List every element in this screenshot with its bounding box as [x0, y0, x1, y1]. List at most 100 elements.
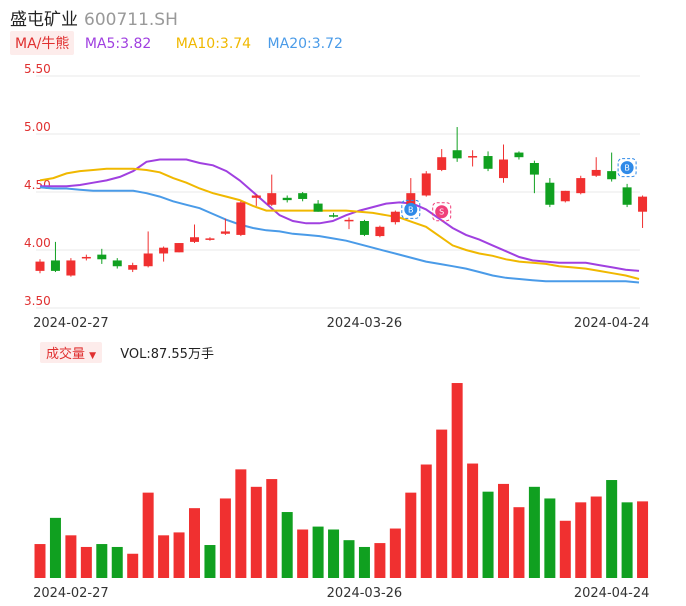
date-tick-label: 2024-03-26 — [327, 586, 403, 601]
volume-bar — [436, 429, 448, 578]
candle — [97, 248, 107, 264]
candle-body — [267, 193, 277, 205]
volume-bar — [49, 517, 61, 578]
ma-selector-tag[interactable]: MA/牛熊 — [10, 31, 75, 55]
candle-body — [97, 254, 107, 260]
volume-tag-label: 成交量 — [46, 347, 86, 362]
marker-frame — [401, 199, 421, 219]
candle-body — [50, 260, 60, 271]
volume-bar — [142, 492, 154, 578]
candle-body — [576, 178, 586, 194]
volume-bar — [544, 498, 556, 578]
candle — [112, 258, 122, 269]
volume-bar — [498, 483, 509, 578]
candle-body — [483, 156, 493, 169]
date-tick-label: 2024-04-24 — [574, 316, 650, 331]
candle-body — [344, 219, 354, 222]
candle-body — [406, 193, 416, 205]
candle — [329, 212, 339, 218]
price-tick-label: 5.50 — [24, 62, 51, 76]
price-axis: 3.504.004.505.005.50 — [24, 62, 51, 308]
volume-bar — [528, 486, 540, 578]
date-tick-label: 2024-03-26 — [327, 316, 403, 331]
marker-dot — [404, 202, 418, 216]
volume-bar — [312, 526, 324, 578]
price-tick-label: 5.00 — [24, 120, 51, 134]
candle — [267, 174, 277, 206]
volume-bar — [621, 502, 633, 578]
volume-bar — [266, 479, 278, 578]
volume-bar — [389, 528, 401, 578]
marker-label: S — [439, 208, 444, 217]
candle — [560, 190, 570, 203]
candle-body — [282, 197, 292, 201]
candle — [622, 183, 632, 208]
candle — [452, 127, 462, 162]
volume-bar — [451, 383, 463, 578]
volume-bar — [297, 529, 309, 578]
candle-body — [437, 157, 447, 170]
candle-body — [205, 238, 215, 240]
volume-date-axis: 2024-02-27 2024-03-26 2024-04-24 — [33, 586, 649, 601]
marker-frame — [617, 158, 637, 178]
candle-body — [236, 202, 246, 235]
candle — [251, 194, 261, 206]
volume-bar — [513, 507, 525, 578]
volume-bar — [204, 545, 216, 578]
ma-legend: MA/牛熊 MA5:3.82 MA10:3.74 MA20:3.72 — [10, 31, 343, 55]
volume-selector-tag[interactable]: 成交量 ▼ — [40, 342, 103, 363]
volume-bar — [96, 544, 108, 578]
price-tick-label: 3.50 — [24, 294, 51, 308]
candle-body — [468, 156, 478, 158]
volume-bar — [111, 546, 123, 578]
candle-body — [159, 247, 169, 254]
candle — [437, 149, 447, 172]
volume-bar — [173, 532, 185, 578]
candle-body — [499, 159, 508, 179]
candle-body — [220, 231, 230, 234]
volume-bar — [420, 464, 432, 578]
candle — [607, 152, 617, 182]
candle-body — [190, 237, 199, 242]
volume-bar — [80, 546, 92, 578]
ma-line-ma5 — [40, 158, 640, 272]
stock-header: 盛屯矿业 600711.SH — [10, 5, 178, 30]
trade-marker: S — [432, 202, 452, 222]
volume-bar — [250, 486, 262, 578]
volume-bars — [34, 383, 649, 578]
candle-body — [607, 171, 617, 180]
price-date-axis: 2024-02-27 2024-03-26 2024-04-24 — [33, 316, 649, 331]
volume-bar — [374, 543, 386, 578]
ma10-legend: MA10:3.74 — [175, 36, 252, 52]
candle — [81, 254, 91, 261]
candle — [298, 192, 308, 202]
volume-bar — [158, 535, 170, 578]
candle-body — [452, 150, 462, 159]
candle-body — [329, 215, 339, 217]
volume-bar — [189, 508, 200, 578]
candle-body — [591, 169, 601, 176]
candle-body — [66, 260, 76, 276]
candle — [174, 243, 184, 253]
candle — [576, 175, 586, 195]
stock-code: 600711.SH — [84, 10, 178, 30]
volume-bar — [590, 496, 602, 578]
trade-marker: B — [617, 158, 637, 178]
candle — [190, 224, 199, 244]
candle — [499, 144, 508, 183]
volume-bar — [281, 512, 293, 578]
ma-line-ma10 — [39, 167, 640, 280]
volume-bar — [405, 492, 417, 578]
candle-body — [313, 203, 323, 212]
candle-body — [375, 226, 385, 237]
candle-body — [545, 182, 555, 205]
stock-name: 盛屯矿业 — [10, 10, 78, 30]
marker-dot — [435, 205, 449, 219]
marker-frame — [432, 202, 452, 222]
candle — [205, 237, 215, 241]
volume-bar — [467, 463, 479, 578]
candle — [468, 150, 478, 167]
candle — [128, 262, 138, 273]
price-tick-label: 4.00 — [24, 236, 51, 250]
